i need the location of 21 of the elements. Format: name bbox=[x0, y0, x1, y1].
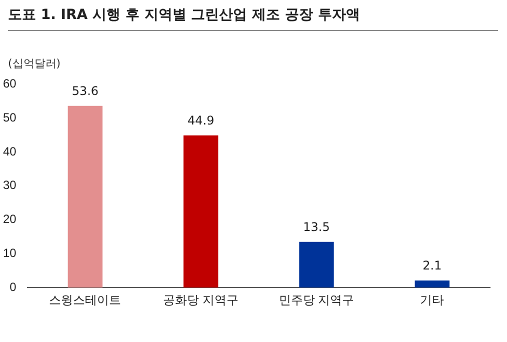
chart-title: 도표 1. IRA 시행 후 지역별 그린산업 제조 공장 투자액 bbox=[8, 6, 498, 31]
x-tick-label: 기타 bbox=[420, 293, 444, 308]
bar bbox=[299, 242, 334, 288]
y-tick-label: 10 bbox=[2, 246, 17, 260]
bar bbox=[183, 135, 218, 288]
y-tick-label: 20 bbox=[2, 212, 17, 226]
y-tick-label: 50 bbox=[2, 110, 17, 124]
x-tick-label: 민주당 지역구 bbox=[278, 293, 354, 308]
data-label: 44.9 bbox=[187, 114, 214, 128]
bar bbox=[414, 280, 450, 288]
bar bbox=[68, 106, 103, 288]
x-tick-label: 공화당 지역구 bbox=[163, 293, 239, 308]
data-label: 53.6 bbox=[72, 84, 99, 98]
y-tick-label: 0 bbox=[10, 280, 17, 294]
y-tick-label: 30 bbox=[2, 178, 17, 192]
data-label: 2.1 bbox=[422, 258, 442, 273]
y-tick-label: 40 bbox=[2, 144, 17, 158]
x-tick-label: 스윙스테이트 bbox=[49, 293, 122, 308]
y-tick-label: 60 bbox=[2, 76, 17, 91]
y-axis-title: (십억달러) bbox=[8, 56, 61, 71]
data-label: 13.5 bbox=[303, 220, 330, 234]
